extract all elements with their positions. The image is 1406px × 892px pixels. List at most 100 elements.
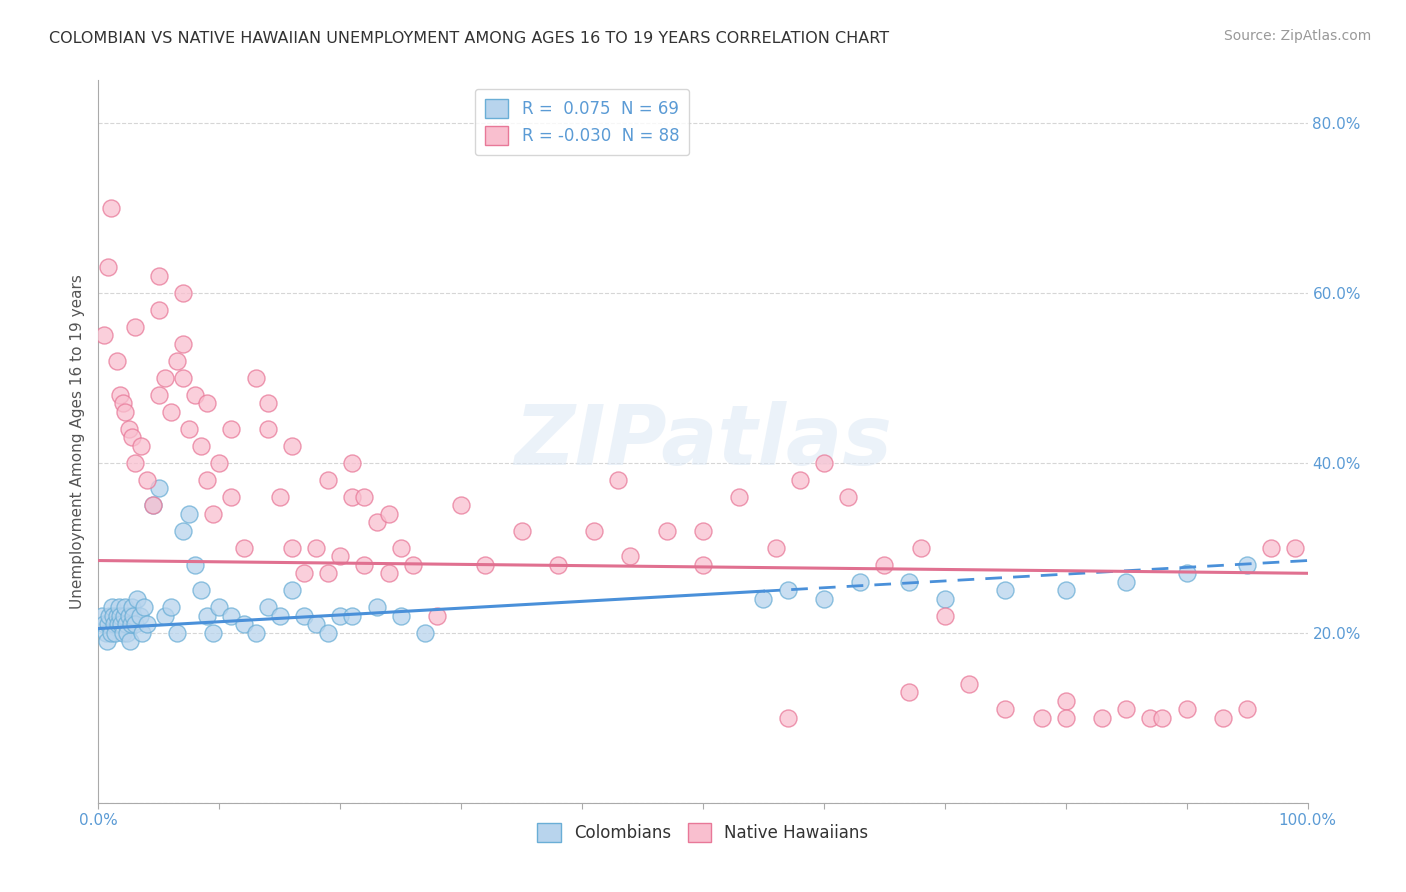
Point xyxy=(195,473,218,487)
Point xyxy=(115,617,138,632)
Point xyxy=(97,617,120,632)
Point xyxy=(547,558,569,572)
Point xyxy=(148,388,170,402)
Point xyxy=(426,608,449,623)
Point xyxy=(1260,541,1282,555)
Point xyxy=(765,541,787,555)
Point xyxy=(1115,574,1137,589)
Point xyxy=(108,600,131,615)
Point xyxy=(316,473,339,487)
Point xyxy=(269,490,291,504)
Point xyxy=(692,524,714,538)
Point xyxy=(117,625,139,640)
Point xyxy=(510,524,533,538)
Point xyxy=(208,600,231,615)
Point xyxy=(329,549,352,564)
Point xyxy=(353,490,375,504)
Point xyxy=(1236,558,1258,572)
Point xyxy=(124,319,146,334)
Point xyxy=(934,608,956,623)
Text: COLOMBIAN VS NATIVE HAWAIIAN UNEMPLOYMENT AMONG AGES 16 TO 19 YEARS CORRELATION : COLOMBIAN VS NATIVE HAWAIIAN UNEMPLOYMEN… xyxy=(49,31,890,46)
Point xyxy=(692,558,714,572)
Point xyxy=(655,524,678,538)
Point xyxy=(402,558,425,572)
Point xyxy=(202,507,225,521)
Point xyxy=(93,617,115,632)
Point xyxy=(124,456,146,470)
Point xyxy=(179,422,201,436)
Point xyxy=(142,498,165,512)
Point xyxy=(111,625,134,640)
Point xyxy=(179,507,201,521)
Point xyxy=(1139,711,1161,725)
Point xyxy=(269,608,291,623)
Point xyxy=(474,558,496,572)
Point xyxy=(172,285,194,300)
Point xyxy=(450,498,472,512)
Point xyxy=(281,583,304,598)
Point xyxy=(105,353,128,368)
Point xyxy=(789,473,811,487)
Point xyxy=(93,328,115,343)
Point xyxy=(121,430,143,444)
Point xyxy=(813,456,835,470)
Point xyxy=(101,608,124,623)
Point xyxy=(208,456,231,470)
Point xyxy=(776,711,799,725)
Point xyxy=(342,608,364,623)
Point xyxy=(305,617,328,632)
Point xyxy=(366,516,388,530)
Point xyxy=(305,541,328,555)
Point xyxy=(108,388,131,402)
Point xyxy=(172,524,194,538)
Point xyxy=(108,608,131,623)
Point xyxy=(97,260,120,275)
Point xyxy=(245,371,267,385)
Point xyxy=(221,490,243,504)
Point xyxy=(153,608,176,623)
Point xyxy=(934,591,956,606)
Point xyxy=(94,625,117,640)
Point xyxy=(1175,566,1198,581)
Point xyxy=(752,591,775,606)
Point xyxy=(91,608,114,623)
Point xyxy=(131,625,153,640)
Point xyxy=(1091,711,1114,725)
Point xyxy=(111,396,134,410)
Point xyxy=(232,617,254,632)
Point xyxy=(897,574,920,589)
Point xyxy=(124,617,146,632)
Point xyxy=(172,336,194,351)
Point xyxy=(142,498,165,512)
Point xyxy=(98,608,121,623)
Point xyxy=(389,608,412,623)
Point xyxy=(728,490,751,504)
Point xyxy=(148,481,170,495)
Point xyxy=(910,541,932,555)
Point xyxy=(100,625,122,640)
Point xyxy=(342,490,364,504)
Point xyxy=(195,396,218,410)
Point xyxy=(135,473,157,487)
Point xyxy=(897,685,920,699)
Point xyxy=(619,549,641,564)
Point xyxy=(1115,702,1137,716)
Point xyxy=(100,600,122,615)
Point xyxy=(166,625,188,640)
Point xyxy=(994,583,1017,598)
Point xyxy=(153,371,176,385)
Point xyxy=(957,677,980,691)
Point xyxy=(583,524,606,538)
Point xyxy=(377,507,399,521)
Point xyxy=(129,439,152,453)
Point xyxy=(994,702,1017,716)
Point xyxy=(221,608,243,623)
Point xyxy=(1031,711,1053,725)
Point xyxy=(96,634,118,648)
Point xyxy=(107,617,129,632)
Point xyxy=(134,600,156,615)
Point xyxy=(281,439,304,453)
Point xyxy=(366,600,388,615)
Point xyxy=(118,422,141,436)
Point xyxy=(377,566,399,581)
